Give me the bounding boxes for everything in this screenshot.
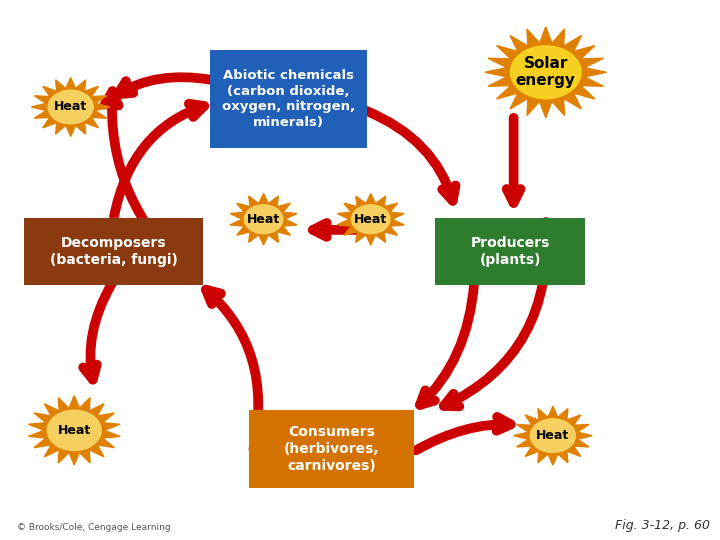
Circle shape [510,46,581,99]
Text: Heat: Heat [54,100,87,113]
Text: Consumers
(herbivores,
carnivores): Consumers (herbivores, carnivores) [284,426,379,473]
Text: Decomposers
(bacteria, fungi): Decomposers (bacteria, fungi) [50,236,177,267]
FancyBboxPatch shape [24,218,203,285]
FancyBboxPatch shape [435,218,585,285]
Text: Fig. 3-12, p. 60: Fig. 3-12, p. 60 [615,519,710,532]
Text: Producers
(plants): Producers (plants) [470,236,550,267]
Text: Heat: Heat [58,424,91,437]
Polygon shape [29,396,120,465]
Polygon shape [337,193,404,245]
Text: Heat: Heat [536,429,570,442]
FancyBboxPatch shape [210,50,367,148]
Circle shape [351,205,390,234]
Circle shape [531,419,575,453]
Text: Heat: Heat [354,213,387,226]
Circle shape [48,90,93,124]
Polygon shape [230,193,297,245]
Text: Heat: Heat [247,213,280,226]
Text: © Brooks/Cole, Cengage Learning: © Brooks/Cole, Cengage Learning [17,523,171,532]
FancyBboxPatch shape [249,410,413,488]
Polygon shape [32,78,110,137]
Text: Solar
energy: Solar energy [516,56,576,89]
Circle shape [48,410,102,450]
Text: Abiotic chemicals
(carbon dioxide,
oxygen, nitrogen,
minerals): Abiotic chemicals (carbon dioxide, oxyge… [222,69,355,129]
Circle shape [244,205,283,234]
Polygon shape [485,27,606,118]
Polygon shape [513,406,592,465]
